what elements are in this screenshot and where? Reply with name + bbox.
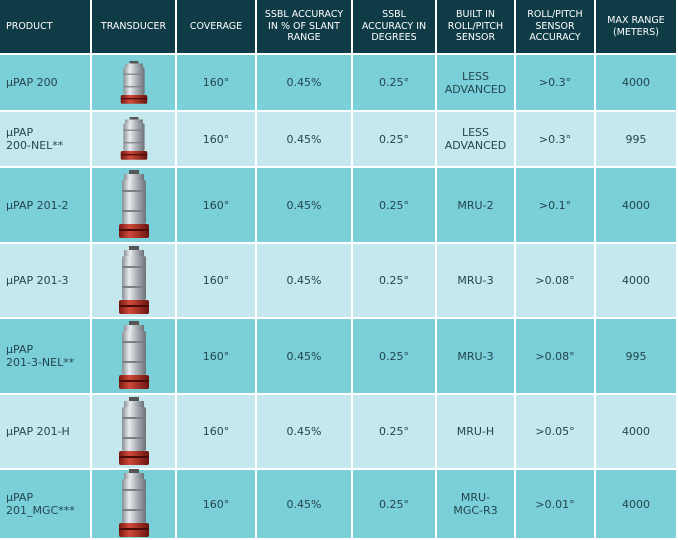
data-cell: 4000 [596,470,676,538]
data-cell: >0.08° [516,319,594,393]
data-cell: >0.1° [516,168,594,242]
transducer-cell [92,55,175,110]
data-cell: 995 [596,319,676,393]
data-cell: MRU-2 [437,168,514,242]
data-cell: MRU-H [437,395,514,468]
data-cell: 0.25° [353,112,435,166]
transducer-image [118,245,149,314]
transducer-image [120,60,147,104]
header-cell: MAX RANGE (METERS) [596,0,676,53]
data-cell: 160° [177,55,255,110]
transducer-cell [92,319,175,393]
product-cell: μPAP 201_MGC*** [0,470,90,538]
data-cell: 160° [177,319,255,393]
data-cell: 0.45% [257,395,351,468]
data-cell: 0.45% [257,319,351,393]
header-cell: ROLL/PITCH SENSOR ACCURACY [516,0,594,53]
data-cell: MRU-3 [437,319,514,393]
product-cell: μPAP 201-3 [0,244,90,317]
data-cell: 0.45% [257,55,351,110]
data-cell: >0.3° [516,55,594,110]
data-cell: >0.08° [516,244,594,317]
data-cell: MRU-3 [437,244,514,317]
data-cell: 160° [177,395,255,468]
data-cell: 0.25° [353,470,435,538]
data-cell: 0.25° [353,55,435,110]
product-cell: μPAP 201-H [0,395,90,468]
data-cell: 160° [177,168,255,242]
transducer-cell [92,395,175,468]
data-cell: 160° [177,244,255,317]
data-cell: 4000 [596,168,676,242]
product-cell: μPAP 200-NEL** [0,112,90,166]
header-cell: SSBL ACCURACY IN DEGREES [353,0,435,53]
data-cell: LESS ADVANCED [437,112,514,166]
data-cell: >0.3° [516,112,594,166]
transducer-image [118,170,149,238]
data-cell: 995 [596,112,676,166]
product-cell: μPAP 201-2 [0,168,90,242]
transducer-image [118,321,149,389]
data-cell: 160° [177,112,255,166]
transducer-cell [92,168,175,242]
product-cell: μPAP 200 [0,55,90,110]
data-cell: >0.05° [516,395,594,468]
header-cell: BUILT IN ROLL/PITCH SENSOR [437,0,514,53]
data-cell: 160° [177,470,255,538]
data-cell: MRU- MGC-R3 [437,470,514,538]
data-cell: 0.25° [353,395,435,468]
data-cell: 0.45% [257,470,351,538]
header-cell: SSBL ACCURACY IN % OF SLANT RANGE [257,0,351,53]
data-cell: LESS ADVANCED [437,55,514,110]
data-cell: >0.01° [516,470,594,538]
transducer-image [120,117,147,160]
header-cell: COVERAGE [177,0,255,53]
transducer-image [118,396,149,465]
data-cell: 0.45% [257,168,351,242]
transducer-cell [92,112,175,166]
data-cell: 0.45% [257,244,351,317]
product-cell: μPAP 201-3-NEL** [0,319,90,393]
data-cell: 0.25° [353,319,435,393]
data-cell: 4000 [596,55,676,110]
data-cell: 0.45% [257,112,351,166]
header-cell: TRANSDUCER [92,0,175,53]
data-cell: 0.25° [353,244,435,317]
data-cell: 4000 [596,395,676,468]
transducer-cell [92,469,175,538]
transducer-cell [92,244,175,317]
transducer-image [118,469,149,537]
data-cell: 0.25° [353,168,435,242]
data-cell: 4000 [596,244,676,317]
header-cell: PRODUCT [0,0,90,53]
